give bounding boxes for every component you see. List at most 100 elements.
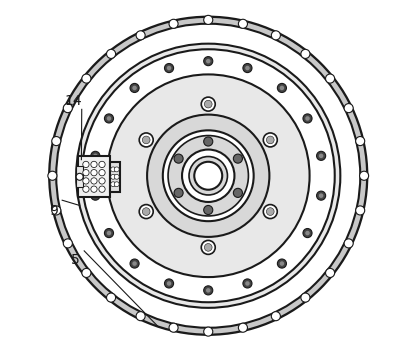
Circle shape <box>91 186 97 192</box>
Circle shape <box>63 104 72 113</box>
Circle shape <box>355 206 364 215</box>
Circle shape <box>168 136 248 216</box>
Circle shape <box>147 115 269 237</box>
Circle shape <box>343 104 352 113</box>
Circle shape <box>111 174 115 179</box>
Circle shape <box>111 167 115 172</box>
Circle shape <box>300 293 309 302</box>
Circle shape <box>194 162 222 190</box>
Circle shape <box>263 133 277 147</box>
Circle shape <box>162 130 253 221</box>
Circle shape <box>201 97 215 111</box>
Circle shape <box>104 114 113 123</box>
Circle shape <box>76 173 83 180</box>
Circle shape <box>204 100 211 108</box>
Circle shape <box>91 178 97 184</box>
Circle shape <box>107 231 111 235</box>
Circle shape <box>114 174 119 179</box>
Circle shape <box>82 268 91 278</box>
Circle shape <box>49 17 367 335</box>
Circle shape <box>104 229 113 237</box>
Text: 14: 14 <box>64 94 82 108</box>
Circle shape <box>114 167 119 172</box>
Circle shape <box>205 59 210 64</box>
Circle shape <box>302 114 311 123</box>
Circle shape <box>204 244 211 251</box>
Circle shape <box>114 182 119 187</box>
Circle shape <box>355 137 364 146</box>
Circle shape <box>271 312 280 321</box>
Circle shape <box>83 178 89 184</box>
Circle shape <box>139 133 153 147</box>
Circle shape <box>277 83 286 93</box>
Circle shape <box>245 66 249 70</box>
Circle shape <box>99 161 105 168</box>
Circle shape <box>316 191 325 200</box>
Bar <box>78 156 110 197</box>
Circle shape <box>189 157 227 195</box>
Circle shape <box>238 19 247 28</box>
Circle shape <box>76 44 339 308</box>
Circle shape <box>242 64 252 72</box>
Circle shape <box>359 171 368 180</box>
Circle shape <box>107 116 111 121</box>
Circle shape <box>233 189 242 197</box>
Circle shape <box>91 161 97 168</box>
Circle shape <box>203 286 212 295</box>
Circle shape <box>266 136 273 144</box>
Circle shape <box>130 259 139 268</box>
Circle shape <box>93 193 97 198</box>
Circle shape <box>203 137 212 146</box>
Circle shape <box>136 31 145 40</box>
Circle shape <box>99 186 105 192</box>
Circle shape <box>93 154 97 158</box>
Circle shape <box>99 178 105 184</box>
Circle shape <box>132 261 136 266</box>
Circle shape <box>82 74 91 83</box>
Circle shape <box>91 151 100 160</box>
Circle shape <box>233 154 242 163</box>
Circle shape <box>130 83 139 93</box>
Circle shape <box>99 170 105 176</box>
Circle shape <box>279 86 283 90</box>
Circle shape <box>203 327 212 336</box>
Circle shape <box>139 204 153 219</box>
Text: 9: 9 <box>49 204 58 218</box>
Circle shape <box>51 137 61 146</box>
Circle shape <box>242 279 252 288</box>
Circle shape <box>142 136 150 144</box>
Circle shape <box>174 189 183 197</box>
Circle shape <box>203 15 212 24</box>
Circle shape <box>266 208 273 215</box>
Circle shape <box>302 229 311 237</box>
Circle shape <box>203 56 212 66</box>
Circle shape <box>83 186 89 192</box>
Circle shape <box>132 86 136 90</box>
Circle shape <box>277 259 286 268</box>
Circle shape <box>325 74 334 83</box>
Circle shape <box>263 204 277 219</box>
Circle shape <box>51 206 61 215</box>
Circle shape <box>271 31 280 40</box>
Circle shape <box>136 312 145 321</box>
Circle shape <box>63 239 72 248</box>
Circle shape <box>83 161 89 168</box>
Circle shape <box>300 49 309 59</box>
Circle shape <box>343 239 352 248</box>
Circle shape <box>168 323 178 332</box>
Circle shape <box>238 323 247 332</box>
Circle shape <box>181 149 234 202</box>
Circle shape <box>83 170 89 176</box>
Circle shape <box>316 151 325 160</box>
Circle shape <box>164 279 173 288</box>
Circle shape <box>166 66 171 70</box>
Text: 5: 5 <box>71 253 80 267</box>
Circle shape <box>305 231 309 235</box>
Circle shape <box>91 191 100 200</box>
Circle shape <box>106 49 115 59</box>
Circle shape <box>201 240 215 255</box>
Circle shape <box>111 182 115 187</box>
Circle shape <box>174 154 183 163</box>
Circle shape <box>91 170 97 176</box>
Circle shape <box>107 75 309 277</box>
